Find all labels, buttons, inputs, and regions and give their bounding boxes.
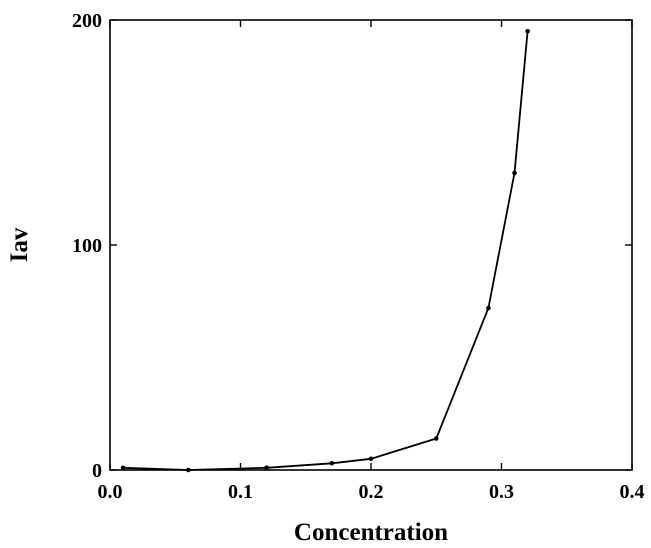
x-axis-title: Concentration <box>294 519 448 546</box>
data-point <box>525 28 530 34</box>
series-line-0 <box>122 31 529 471</box>
data-point <box>368 456 374 462</box>
y-axis-title: Iav <box>6 227 33 262</box>
x-tick-label: 0.2 <box>359 481 384 503</box>
x-tick-label: 0.1 <box>228 481 253 503</box>
y-tick-label: 200 <box>72 10 102 32</box>
y-tick-label: 0 <box>92 460 102 482</box>
series-layer <box>120 28 530 473</box>
data-point <box>329 460 335 466</box>
data-point <box>264 465 269 471</box>
x-tick-label: 0.4 <box>620 481 645 503</box>
plot-area <box>109 19 633 471</box>
data-point <box>433 436 439 441</box>
plot-frame <box>109 19 633 471</box>
x-tick-label: 0.3 <box>489 481 514 503</box>
data-point <box>186 467 191 473</box>
x-axis: 0.0 0.1 0.2 0.3 0.4 <box>98 20 645 503</box>
data-point <box>512 170 517 176</box>
x-tick-label: 0.0 <box>98 481 123 503</box>
data-point <box>486 305 491 311</box>
data-point <box>120 465 126 471</box>
y-axis: 0 100 200 <box>72 10 632 482</box>
y-tick-label: 100 <box>72 235 102 257</box>
